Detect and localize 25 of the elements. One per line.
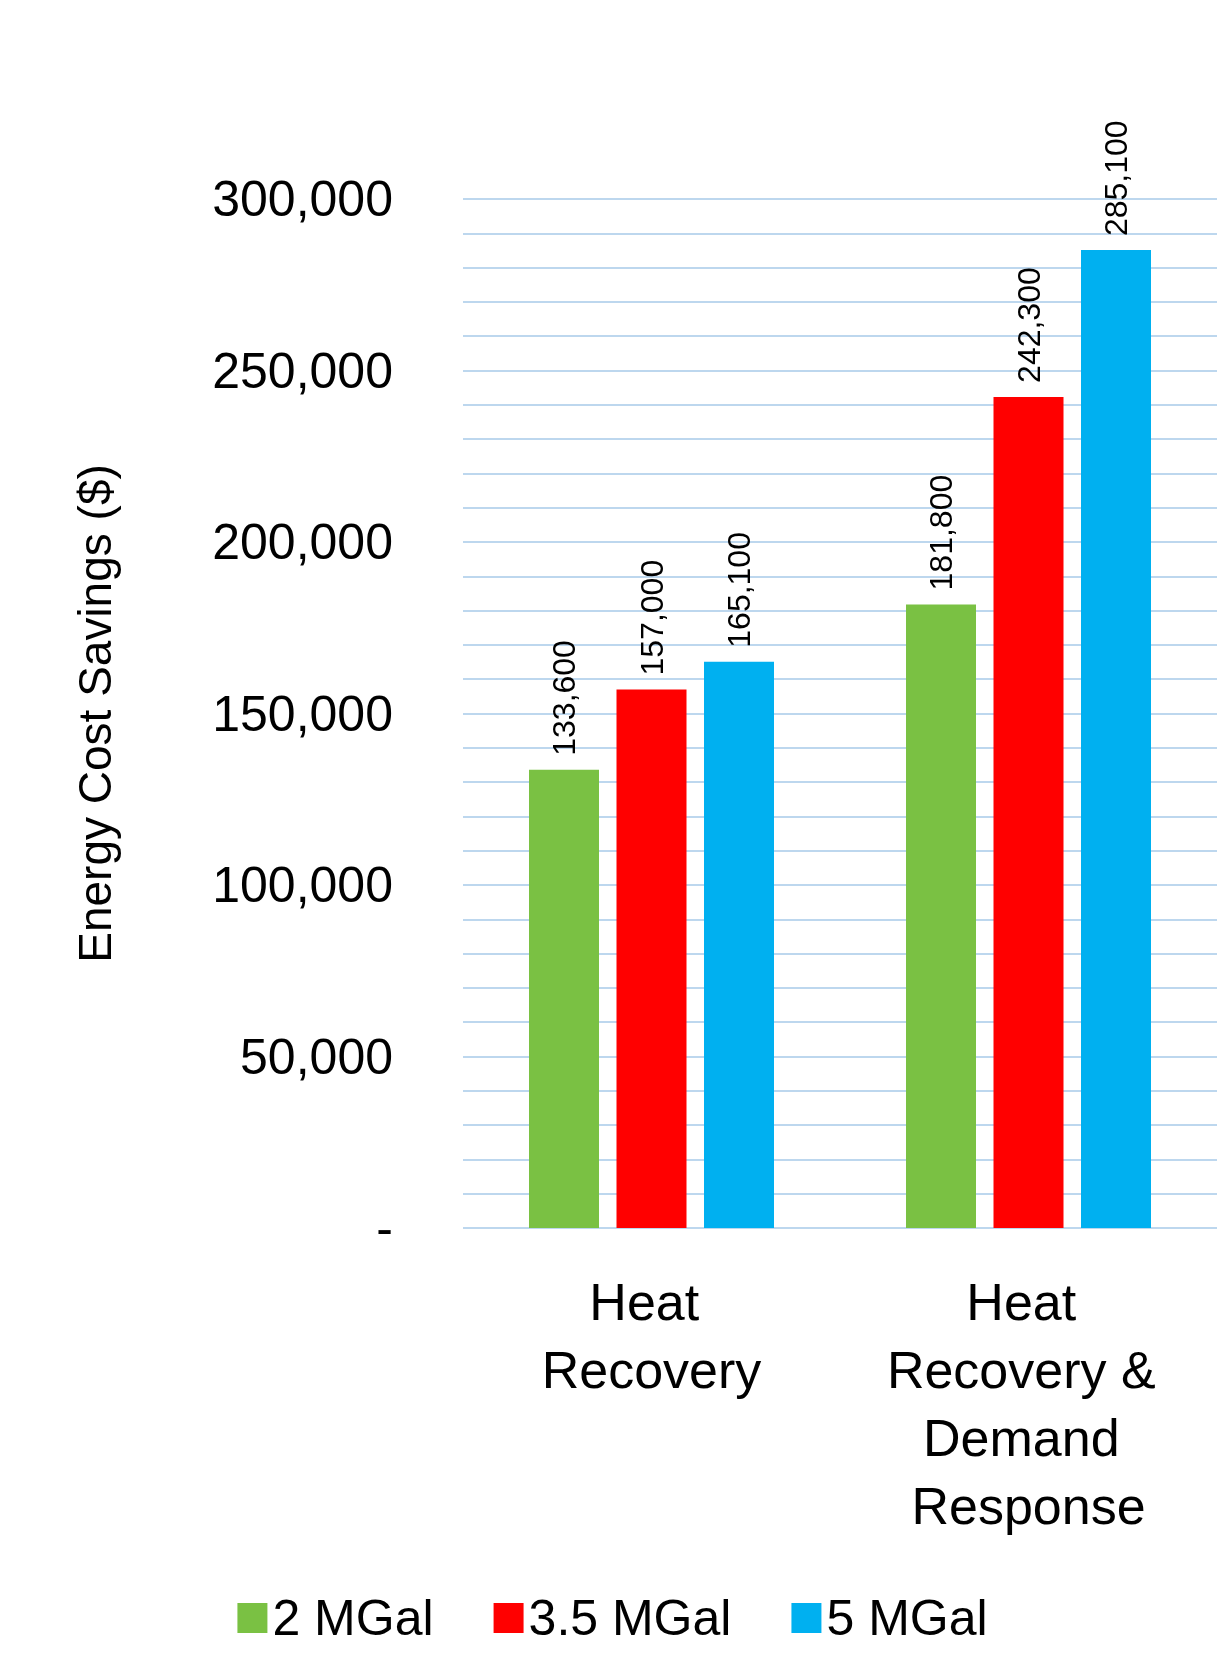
data-label: 242,300: [1010, 267, 1047, 383]
bar: [1081, 250, 1151, 1228]
y-tick-label: 100,000: [212, 857, 393, 913]
y-tick-label: 150,000: [212, 685, 393, 742]
data-label: 181,800: [923, 474, 959, 591]
y-tick-label: 250,000: [212, 342, 393, 399]
data-label: 285,100: [1098, 120, 1134, 237]
data-label: 133,600: [546, 640, 582, 756]
y-axis-title: Energy Cost Savings ($): [69, 464, 121, 963]
legend-label: 2 MGal: [272, 1590, 434, 1646]
x-tick-label: Heat Recovery: [541, 1273, 762, 1399]
x-tick-label: Heat Recovery & Demand Response: [886, 1273, 1171, 1535]
y-tick-label: 300,000: [212, 171, 393, 227]
bar: [704, 661, 774, 1228]
y-tick-label: 200,000: [212, 514, 393, 570]
y-tick-label: 50,000: [240, 1028, 393, 1085]
y-tick-label: -: [376, 1200, 393, 1256]
data-label: 165,100: [721, 532, 757, 648]
bar: [906, 604, 976, 1228]
bar: [993, 396, 1064, 1228]
data-label: 157,000: [633, 559, 670, 676]
bar: [616, 689, 687, 1228]
legend-label: 3.5 MGal: [528, 1590, 732, 1646]
bar: [529, 769, 599, 1228]
legend-label: 5 MGal: [826, 1590, 988, 1646]
